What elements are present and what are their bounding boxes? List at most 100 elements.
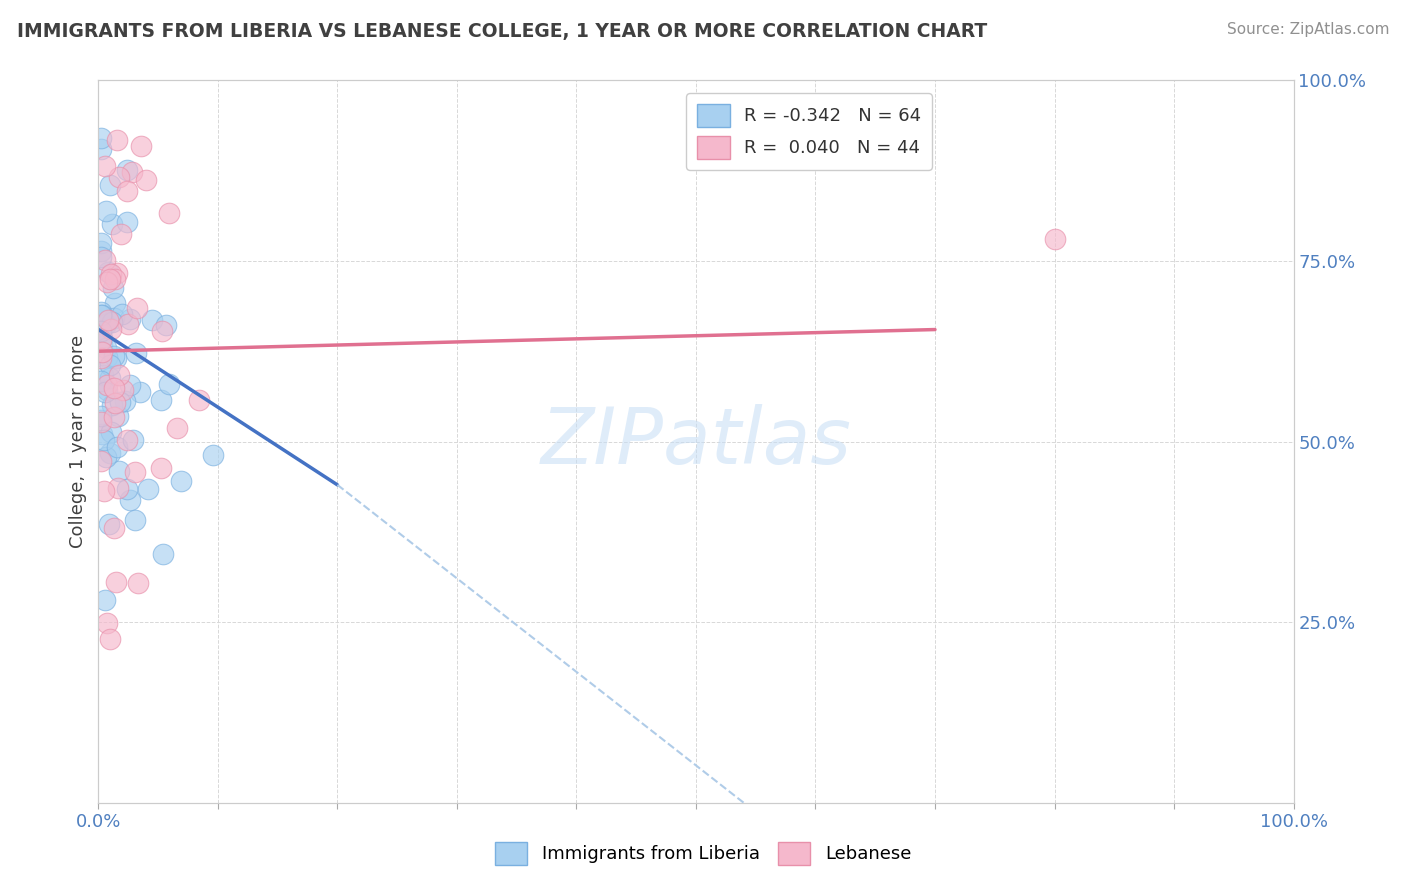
- Point: [97, 313, 120, 327]
- Point: [93, 433, 115, 447]
- Legend: Immigrants from Liberia, Lebanese: Immigrants from Liberia, Lebanese: [488, 835, 918, 872]
- Point: [155, 318, 177, 332]
- Point: [94, 159, 117, 173]
- Point: [101, 315, 124, 329]
- Point: [91, 308, 114, 322]
- Point: [129, 139, 152, 153]
- Point: [100, 632, 122, 647]
- Point: [125, 301, 148, 316]
- Point: [90, 413, 112, 427]
- Point: [108, 395, 131, 409]
- Point: [103, 409, 125, 424]
- Point: [125, 345, 148, 359]
- Point: [94, 385, 117, 400]
- Point: [90, 351, 112, 366]
- Point: [121, 165, 143, 179]
- Point: [90, 236, 112, 251]
- Point: [118, 312, 141, 326]
- Point: [98, 517, 121, 532]
- Point: [118, 377, 141, 392]
- Point: [94, 203, 117, 218]
- Point: [124, 465, 146, 479]
- Point: [91, 337, 114, 351]
- Point: [104, 272, 127, 286]
- Point: [108, 368, 131, 382]
- Point: [107, 169, 129, 184]
- Point: [93, 483, 115, 498]
- Point: [90, 131, 112, 145]
- Point: [107, 481, 129, 495]
- Point: [91, 345, 114, 359]
- Point: [90, 331, 112, 345]
- Point: [94, 318, 117, 332]
- Text: IMMIGRANTS FROM LIBERIA VS LEBANESE COLLEGE, 1 YEAR OR MORE CORRELATION CHART: IMMIGRANTS FROM LIBERIA VS LEBANESE COLL…: [17, 22, 987, 41]
- Text: ZIPatlas: ZIPatlas: [540, 403, 852, 480]
- Point: [115, 185, 138, 199]
- Point: [98, 178, 121, 192]
- Point: [105, 440, 128, 454]
- Point: [150, 461, 173, 475]
- Point: [103, 349, 125, 363]
- Point: [124, 513, 146, 527]
- Point: [105, 133, 128, 147]
- Point: [152, 547, 174, 561]
- Point: [96, 383, 118, 397]
- Point: [117, 163, 139, 178]
- Point: [115, 482, 138, 496]
- Point: [90, 308, 112, 322]
- Point: [117, 433, 139, 447]
- Legend: R = -0.342   N = 64, R =  0.040   N = 44: R = -0.342 N = 64, R = 0.040 N = 44: [686, 93, 932, 170]
- Point: [98, 359, 121, 373]
- Point: [90, 415, 112, 429]
- Point: [118, 492, 141, 507]
- Point: [117, 317, 139, 331]
- Point: [90, 375, 112, 389]
- Point: [98, 446, 121, 460]
- Point: [90, 142, 112, 156]
- Point: [98, 371, 121, 385]
- Point: [100, 267, 122, 281]
- Point: [103, 381, 125, 395]
- Point: [157, 377, 180, 392]
- Point: [187, 392, 209, 407]
- Point: [96, 351, 118, 365]
- Point: [90, 454, 112, 468]
- Point: [169, 474, 191, 488]
- Point: [107, 409, 129, 423]
- Point: [96, 616, 118, 631]
- Y-axis label: College, 1 year or more: College, 1 year or more: [69, 335, 87, 548]
- Point: [104, 395, 127, 409]
- Point: [122, 433, 145, 447]
- Point: [101, 399, 124, 413]
- Point: [105, 266, 128, 280]
- Point: [96, 275, 118, 289]
- Point: [101, 281, 124, 295]
- Point: [127, 575, 149, 590]
- Text: Source: ZipAtlas.com: Source: ZipAtlas.com: [1226, 22, 1389, 37]
- Point: [94, 450, 117, 465]
- Point: [115, 215, 138, 229]
- Point: [104, 296, 127, 310]
- Point: [103, 521, 125, 535]
- Point: [93, 253, 115, 268]
- Point: [105, 575, 128, 590]
- Point: [166, 421, 188, 435]
- Point: [90, 250, 112, 264]
- Point: [104, 351, 127, 365]
- Point: [110, 227, 132, 242]
- Point: [90, 427, 112, 442]
- Point: [98, 272, 121, 286]
- Point: [149, 393, 172, 408]
- Point: [135, 173, 157, 187]
- Point: [136, 482, 159, 496]
- Point: [108, 464, 131, 478]
- Point: [1043, 232, 1066, 246]
- Point: [103, 310, 125, 325]
- Point: [128, 384, 150, 399]
- Point: [114, 394, 136, 409]
- Point: [96, 341, 118, 355]
- Point: [100, 425, 122, 439]
- Point: [201, 449, 224, 463]
- Point: [111, 383, 134, 397]
- Point: [90, 333, 112, 347]
